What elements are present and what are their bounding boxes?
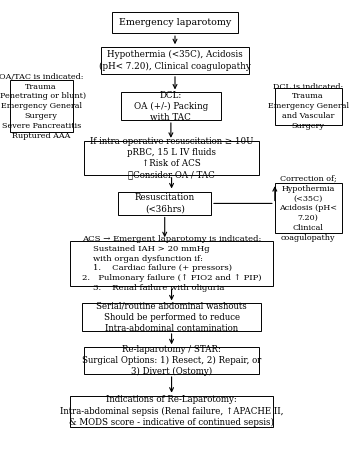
FancyBboxPatch shape <box>84 141 259 175</box>
Text: DCL:
OA (+/-) Packing
with TAC: DCL: OA (+/-) Packing with TAC <box>134 90 208 122</box>
Text: Correction of;
Hypothermia
(<35C)
Acidosis (pH<
7.20)
Clinical
coagulopathy: Correction of; Hypothermia (<35C) Acidos… <box>279 175 337 242</box>
FancyBboxPatch shape <box>118 192 211 215</box>
Text: DCL is indicated:
Trauma
Emergency General
and Vascular
Surgery: DCL is indicated: Trauma Emergency Gener… <box>268 83 349 130</box>
Text: Emergency laparotomy: Emergency laparotomy <box>119 18 231 27</box>
Text: ACS → Emergent laparotomy is indicated:
    Sustained IAH > 20 mmHg
    with org: ACS → Emergent laparotomy is indicated: … <box>82 235 261 292</box>
FancyBboxPatch shape <box>70 240 273 286</box>
FancyBboxPatch shape <box>84 347 259 374</box>
FancyBboxPatch shape <box>121 92 220 120</box>
FancyBboxPatch shape <box>9 80 73 132</box>
FancyBboxPatch shape <box>101 47 249 74</box>
FancyBboxPatch shape <box>82 303 261 331</box>
FancyBboxPatch shape <box>275 88 342 125</box>
FancyBboxPatch shape <box>112 12 238 33</box>
Text: Resuscitation
(<36hrs): Resuscitation (<36hrs) <box>135 193 195 213</box>
Text: Indications of Re-Laparotomy:
Intra-abdominal sepsis (Renal failure, ↑APACHE II,: Indications of Re-Laparotomy: Intra-abdo… <box>60 395 283 427</box>
Text: Hypothermia (<35C), Acidosis
(pH< 7.20), Clinical coagulopathy: Hypothermia (<35C), Acidosis (pH< 7.20),… <box>99 50 251 71</box>
FancyBboxPatch shape <box>70 396 273 427</box>
Text: OA/TAC is indicated:
Trauma
(Penetrating or blunt)
Emergency General
Surgery
Sev: OA/TAC is indicated: Trauma (Penetrating… <box>0 73 86 140</box>
Text: If intra-operative resuscitation ≥ 10U
pRBC, 15 L IV fluids
↑Risk of ACS
➤Consid: If intra-operative resuscitation ≥ 10U p… <box>90 137 253 179</box>
FancyBboxPatch shape <box>275 183 342 234</box>
Text: Re-laparotomy / STAR:
Surgical Options: 1) Resect, 2) Repair, or
3) Divert (Osto: Re-laparotomy / STAR: Surgical Options: … <box>82 345 261 377</box>
Text: Serial/routine abdominal washouts
Should be performed to reduce
Intra-abdominal : Serial/routine abdominal washouts Should… <box>96 302 247 333</box>
